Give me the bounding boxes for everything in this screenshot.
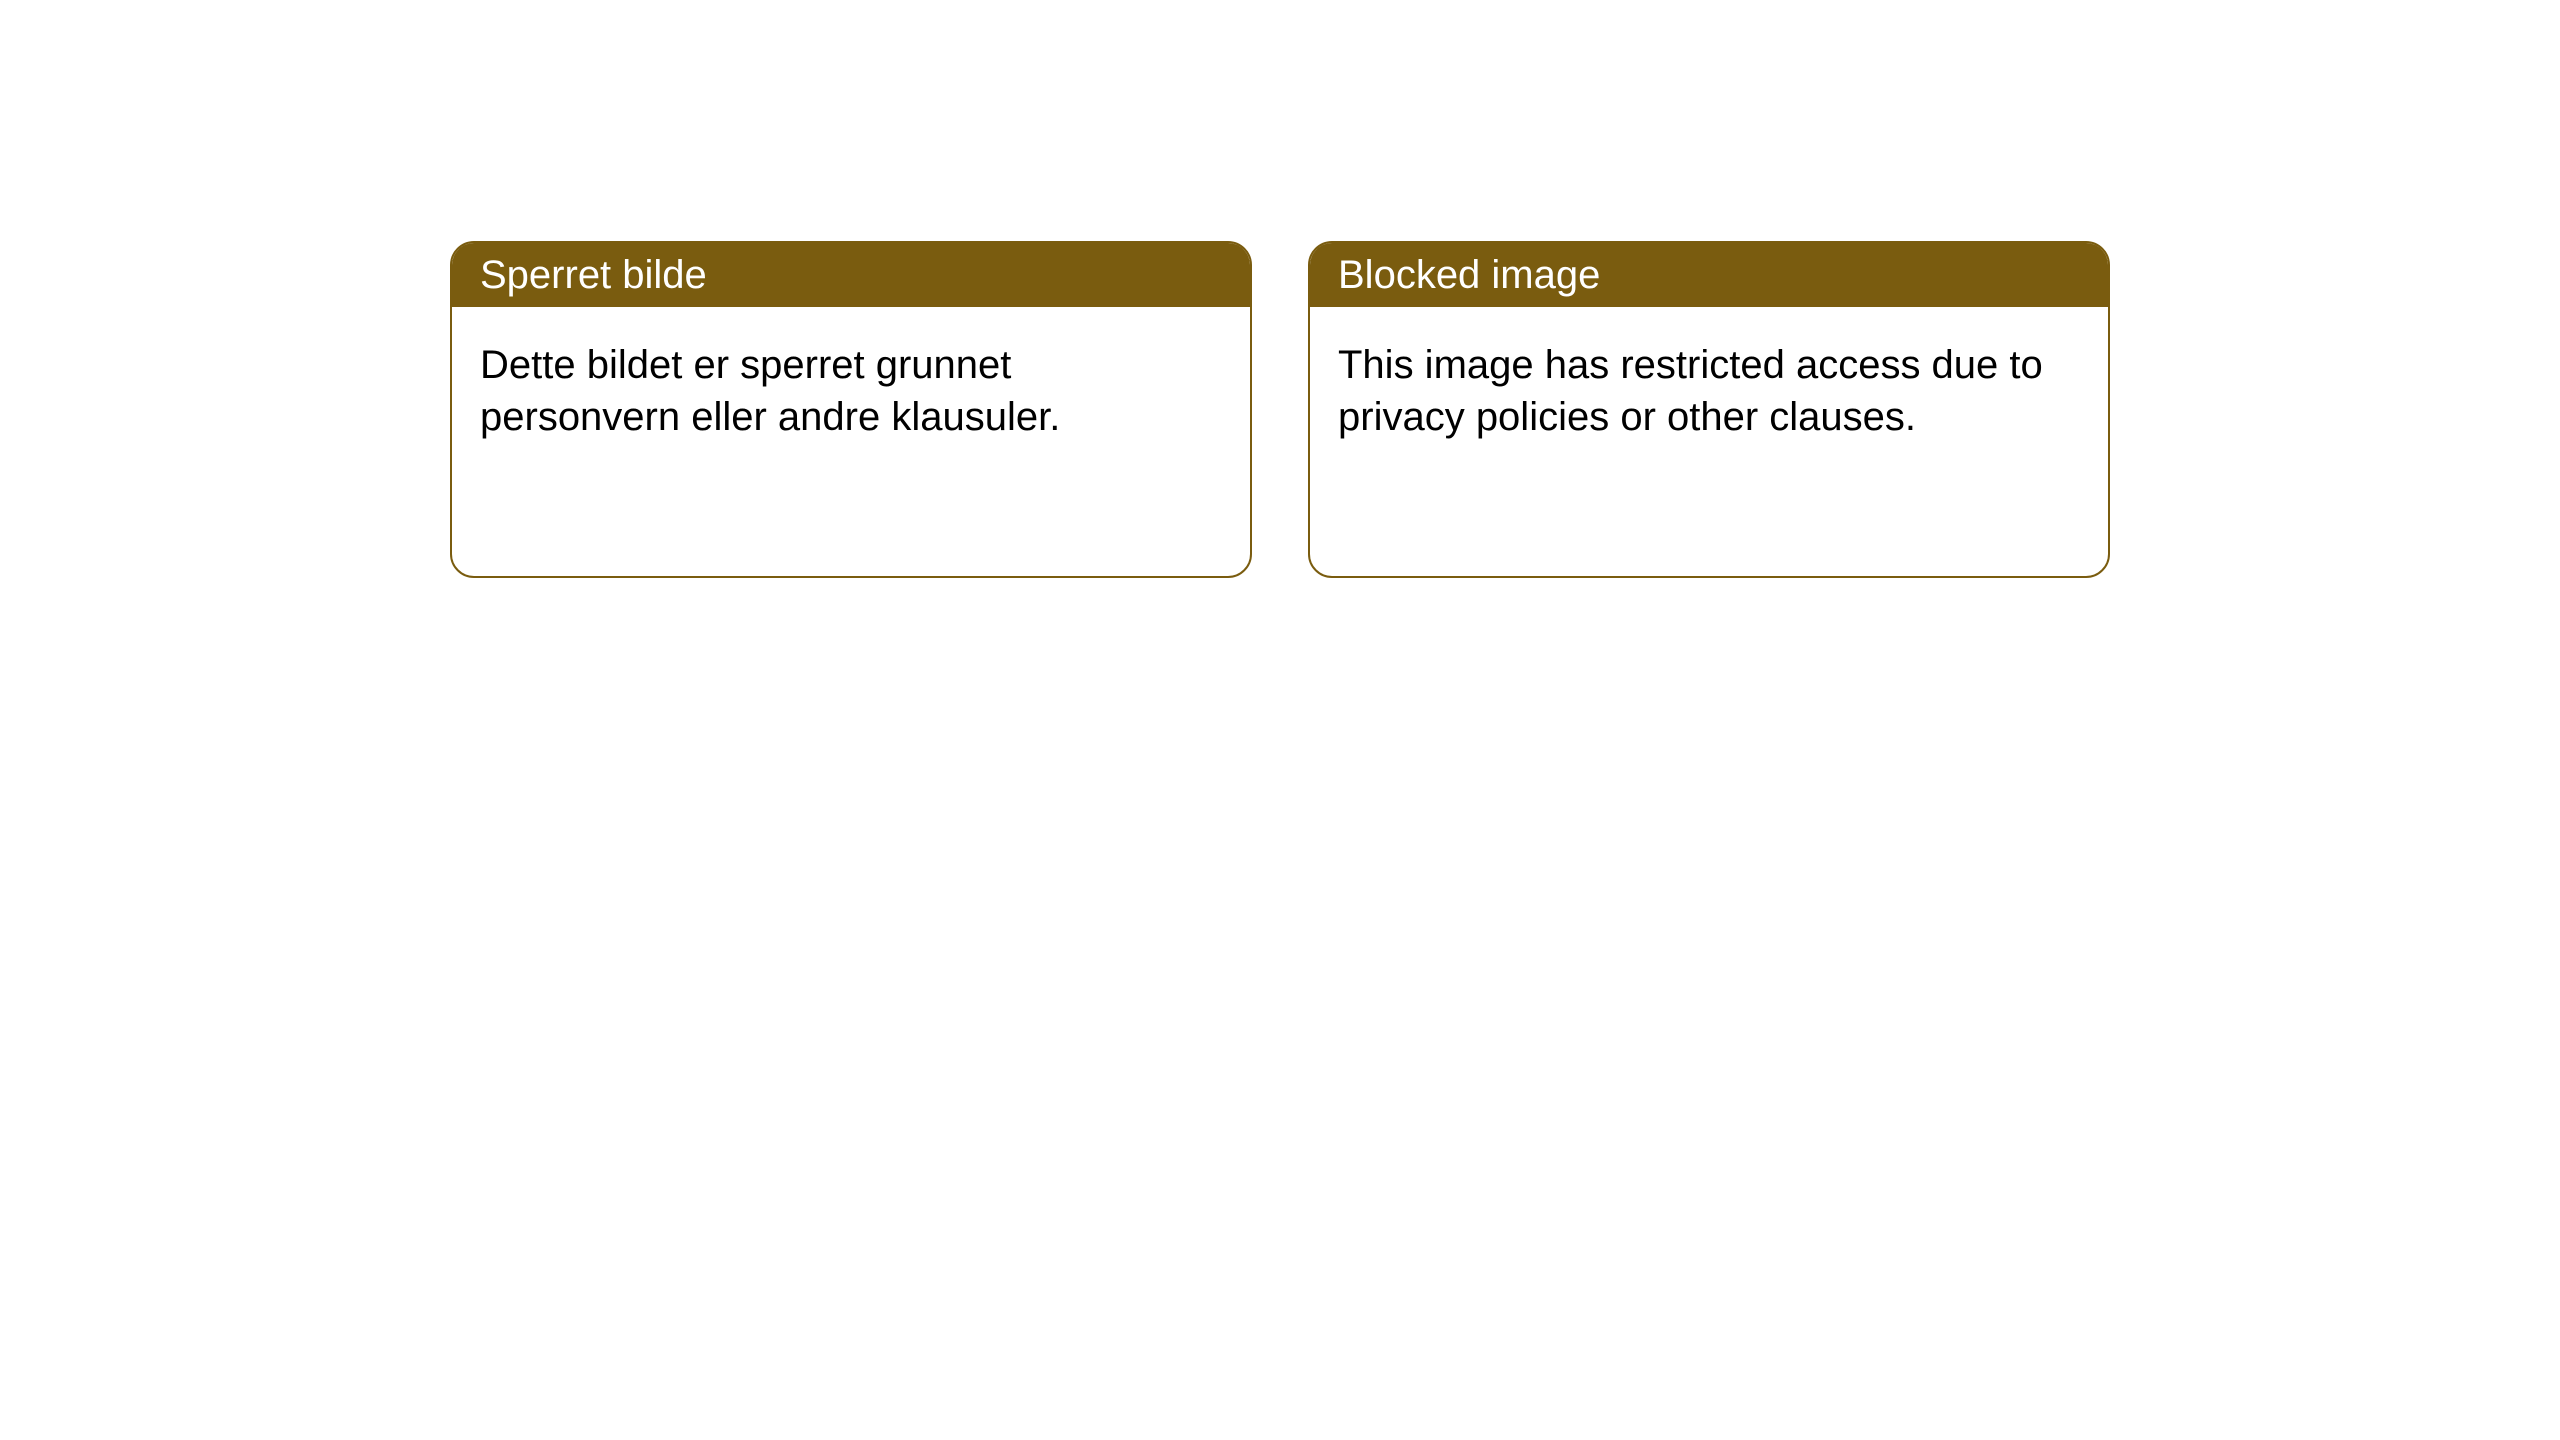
- notice-card-norwegian: Sperret bilde Dette bildet er sperret gr…: [450, 241, 1252, 578]
- notice-title: Sperret bilde: [452, 243, 1250, 307]
- notice-container: Sperret bilde Dette bildet er sperret gr…: [0, 0, 2560, 578]
- notice-title: Blocked image: [1310, 243, 2108, 307]
- notice-body: This image has restricted access due to …: [1310, 307, 2108, 475]
- notice-body: Dette bildet er sperret grunnet personve…: [452, 307, 1250, 475]
- notice-card-english: Blocked image This image has restricted …: [1308, 241, 2110, 578]
